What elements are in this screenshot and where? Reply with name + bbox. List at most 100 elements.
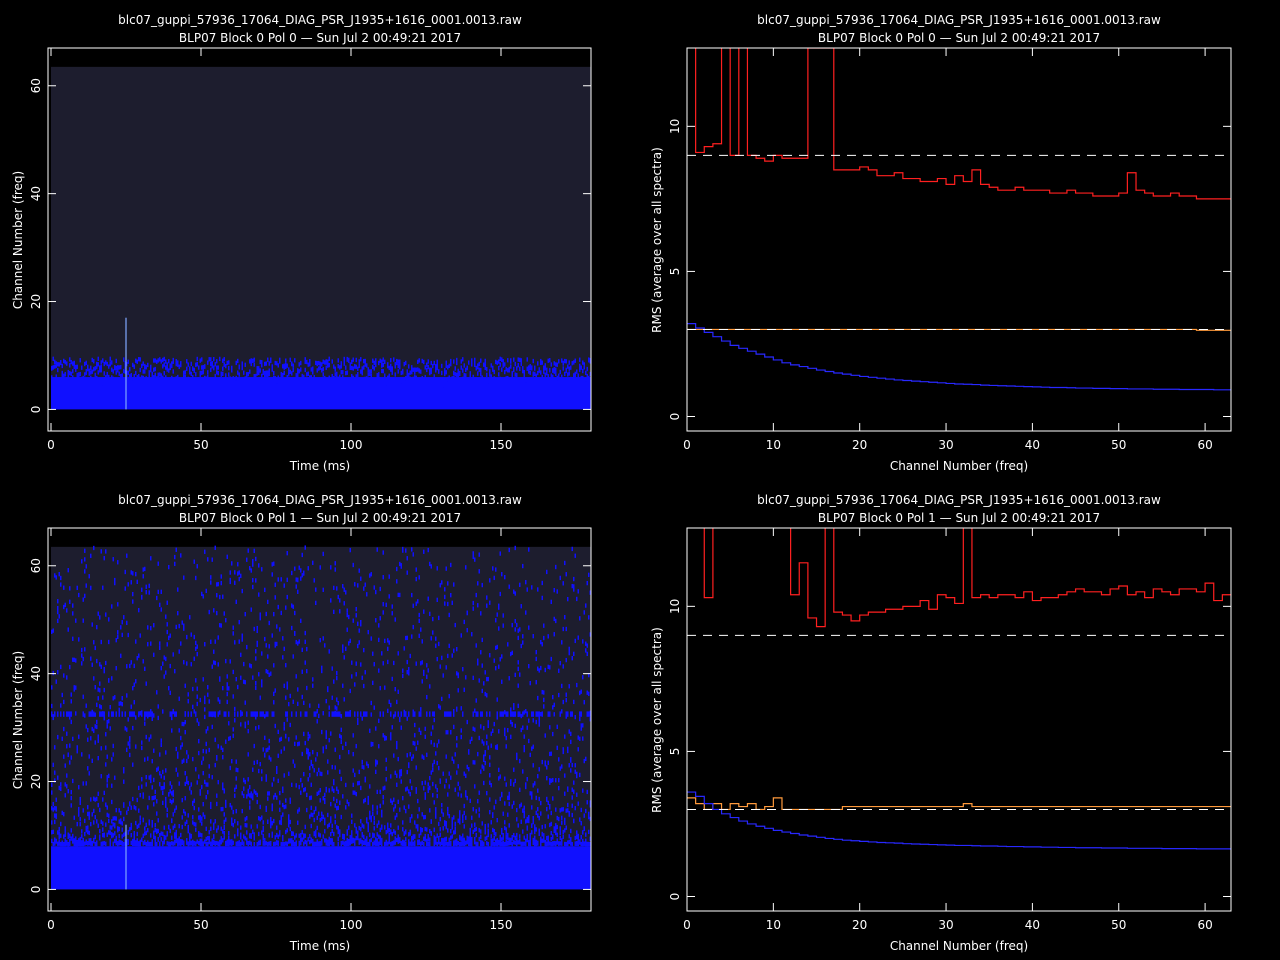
waterfall-speckle xyxy=(153,834,155,840)
waterfall-speckle xyxy=(100,364,102,370)
waterfall-speckle xyxy=(319,637,321,643)
waterfall-speckle xyxy=(549,368,551,373)
waterfall-speckle xyxy=(61,841,63,847)
waterfall-speckle xyxy=(549,665,551,670)
waterfall-speckle xyxy=(450,358,452,364)
waterfall-speckle xyxy=(423,549,425,554)
waterfall-speckle xyxy=(460,841,462,847)
waterfall-speckle xyxy=(525,382,527,387)
waterfall-speckle xyxy=(306,685,308,691)
waterfall-speckle xyxy=(141,777,143,782)
waterfall-speckle xyxy=(52,829,54,835)
waterfall-speckle xyxy=(564,371,566,377)
waterfall-striped-channel xyxy=(331,711,333,717)
waterfall-speckle xyxy=(496,644,498,650)
waterfall-speckle xyxy=(448,378,450,384)
waterfall-speckle xyxy=(171,728,173,733)
waterfall-speckle xyxy=(160,359,162,364)
waterfall-speckle xyxy=(313,841,315,847)
waterfall-speckle xyxy=(54,378,56,384)
waterfall-speckle xyxy=(532,840,534,846)
waterfall-speckle xyxy=(144,826,146,831)
waterfall-speckle xyxy=(205,794,207,800)
waterfall-speckle xyxy=(288,814,290,819)
waterfall-speckle xyxy=(375,841,377,846)
waterfall-speckle xyxy=(183,840,185,845)
waterfall-speckle xyxy=(544,372,546,377)
waterfall-speckle xyxy=(165,670,167,675)
waterfall-speckle xyxy=(567,802,569,808)
waterfall-speckle xyxy=(177,754,179,759)
waterfall-speckle xyxy=(106,832,108,837)
waterfall-speckle xyxy=(157,372,159,378)
waterfall-speckle xyxy=(535,719,537,725)
waterfall-speckle xyxy=(321,379,323,385)
waterfall-speckle xyxy=(472,726,474,731)
waterfall-speckle xyxy=(130,373,132,378)
x-tick-label: 0 xyxy=(47,918,55,932)
waterfall-speckle xyxy=(105,732,107,737)
waterfall-speckle xyxy=(96,375,98,381)
waterfall-speckle xyxy=(142,369,144,374)
waterfall-speckle xyxy=(282,377,284,383)
waterfall-speckle xyxy=(541,580,543,586)
waterfall-speckle xyxy=(381,359,383,364)
waterfall-speckle xyxy=(211,361,213,366)
waterfall-speckle xyxy=(288,817,290,823)
waterfall-speckle xyxy=(196,701,198,707)
waterfall-speckle xyxy=(369,841,371,847)
waterfall-striped-channel xyxy=(208,711,210,717)
waterfall-speckle xyxy=(57,609,59,615)
waterfall-striped-channel xyxy=(93,711,95,717)
waterfall-speckle xyxy=(561,382,563,388)
waterfall-speckle xyxy=(63,373,65,378)
waterfall-striped-channel xyxy=(300,711,302,717)
waterfall-speckle xyxy=(67,832,69,837)
waterfall-speckle xyxy=(226,674,228,679)
waterfall-speckle xyxy=(172,652,174,657)
waterfall-speckle xyxy=(421,376,423,381)
waterfall-speckle xyxy=(238,619,240,625)
waterfall-speckle xyxy=(451,600,453,605)
waterfall-speckle xyxy=(483,741,485,746)
waterfall-speckle xyxy=(300,618,302,623)
waterfall-speckle xyxy=(273,370,275,376)
waterfall-speckle xyxy=(111,604,113,609)
waterfall-speckle xyxy=(516,366,518,371)
waterfall-striped-channel xyxy=(223,711,225,717)
waterfall-speckle xyxy=(174,669,176,674)
waterfall-speckle xyxy=(202,748,204,754)
waterfall-speckle xyxy=(124,840,126,845)
waterfall-speckle xyxy=(136,797,138,803)
waterfall-speckle xyxy=(298,565,300,570)
waterfall-speckle xyxy=(66,608,68,613)
waterfall-speckle xyxy=(151,785,153,790)
waterfall-speckle xyxy=(195,827,197,832)
waterfall-speckle xyxy=(121,374,123,379)
waterfall-speckle xyxy=(175,624,177,630)
waterfall-speckle xyxy=(301,573,303,578)
waterfall-speckle xyxy=(157,589,159,595)
waterfall-speckle xyxy=(466,839,468,845)
waterfall-speckle xyxy=(174,808,176,813)
waterfall-speckle xyxy=(408,666,410,672)
waterfall-speckle xyxy=(246,816,248,821)
waterfall-speckle xyxy=(51,790,53,795)
waterfall-speckle xyxy=(438,382,440,387)
waterfall-speckle xyxy=(156,828,158,833)
waterfall-speckle xyxy=(553,366,555,372)
waterfall-speckle xyxy=(510,779,512,784)
waterfall-speckle xyxy=(69,599,71,604)
waterfall-striped-channel xyxy=(579,711,581,717)
waterfall-speckle xyxy=(276,379,278,384)
waterfall-speckle xyxy=(276,825,278,830)
waterfall-speckle xyxy=(147,625,149,630)
waterfall-speckle xyxy=(385,829,387,835)
waterfall-speckle xyxy=(208,609,210,615)
waterfall-speckle xyxy=(319,361,321,366)
waterfall-speckle xyxy=(234,706,236,712)
waterfall-speckle xyxy=(150,841,152,847)
waterfall-speckle xyxy=(168,841,170,846)
waterfall-speckle xyxy=(445,730,447,735)
waterfall-striped-channel xyxy=(141,711,143,717)
